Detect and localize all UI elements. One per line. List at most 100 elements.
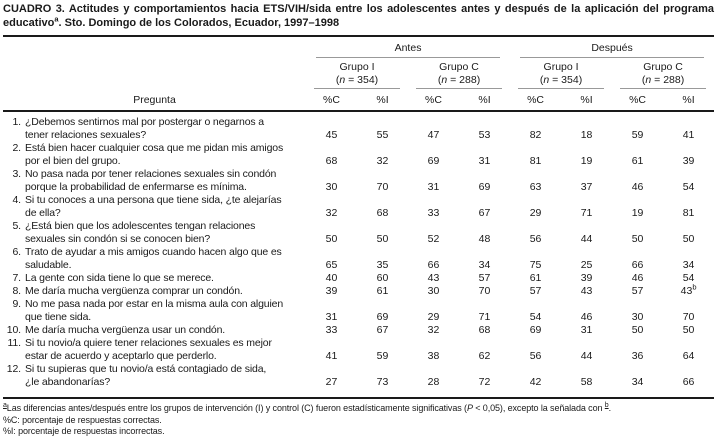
group-name: Grupo C: [439, 61, 479, 73]
group-n: (n = 288): [642, 74, 684, 86]
value-cell: 27: [325, 376, 338, 388]
value-cell: 19: [580, 155, 593, 167]
value-cell: 59: [376, 350, 389, 362]
pregunta-header: Pregunta: [3, 89, 306, 112]
value-cell: 33: [427, 207, 440, 219]
n-open: (: [641, 73, 646, 86]
value-cell: 37: [580, 181, 593, 193]
footnotes: aLas diferencias antes/después entre los…: [3, 402, 714, 438]
question-cell: 8. Me daría mucha vergüenza comprar un co…: [3, 285, 306, 298]
value-cell: 44: [580, 233, 593, 245]
table-header: Antes Después Grupo I (n = 354) Grupo C: [3, 37, 715, 112]
value-cell: 56: [529, 350, 542, 362]
group-antes-i: Grupo I (n = 354): [314, 61, 400, 89]
value-cell: 31: [580, 324, 593, 336]
question-text: ¿Debemos sentirnos mal por postergar o n…: [25, 116, 264, 141]
period-antes-cell: Antes: [306, 37, 510, 58]
question-number: 10.: [6, 324, 21, 336]
question-text: Si tu conoces a una persona que tiene si…: [25, 194, 282, 219]
question-text: Si tu supieras que tu novio/a está conta…: [25, 363, 267, 388]
value-cell: 53: [478, 129, 491, 141]
group-name: Grupo I: [543, 61, 579, 73]
question-cell: 4. Si tu conoces a una persona que tiene …: [3, 194, 306, 220]
question-number: 3.: [12, 168, 21, 180]
footnote-a: aLas diferencias antes/después entre los…: [3, 402, 714, 415]
value-cell: 68: [376, 207, 389, 219]
title-footnote-marker: a: [54, 14, 59, 24]
table-row: 3. No pasa nada por tener relaciones sexu…: [3, 168, 714, 194]
n-open: (: [539, 73, 544, 86]
question-number: 5.: [12, 220, 21, 232]
table-row: 10. Me daría mucha vergüenza usar un cond…: [3, 324, 714, 337]
question-cell: 2. Está bien hacer cualquier cosa que me …: [3, 142, 306, 168]
group-n: (n = 354): [540, 74, 582, 86]
value-cell: 45: [325, 129, 338, 141]
value-cell: 82: [529, 129, 542, 141]
value-cell: 43: [427, 272, 440, 284]
value-cell: 29: [529, 207, 542, 219]
questions-tbody: 1. ¿Debemos sentirnos mal por postergar o…: [3, 111, 714, 394]
question-layout: 2. Está bien hacer cualquier cosa que me …: [3, 142, 306, 168]
value-cell: 69: [376, 311, 389, 323]
table-row: 2. Está bien hacer cualquier cosa que me …: [3, 142, 714, 168]
question-layout: 3. No pasa nada por tener relaciones sexu…: [3, 168, 306, 194]
question-layout: 1. ¿Debemos sentirnos mal por postergar o…: [3, 116, 306, 142]
table-row: 6. Trato de ayudar a mis amigos cuando ha…: [3, 246, 714, 272]
n-open: (: [335, 73, 340, 86]
question-number: 1.: [12, 116, 21, 128]
question-layout: 4. Si tu conoces a una persona que tiene …: [3, 194, 306, 220]
table-title: CUADRO 3. Actitudes y comportamientos ha…: [3, 2, 714, 30]
period-despues-label: Después: [591, 42, 633, 54]
value-cell: 48: [478, 233, 491, 245]
value-cell: 64: [682, 350, 695, 362]
value-cell: 69: [427, 155, 440, 167]
n-var: n: [543, 73, 550, 86]
value-cell: 41: [682, 129, 695, 141]
value-cell: 50: [682, 324, 695, 336]
question-layout: 12. Si tu supieras que tu novio/a está co…: [3, 363, 306, 389]
title-line2-rest: . Sto. Domingo de los Colorados, Ecuador…: [58, 17, 340, 29]
n-value: = 288): [651, 73, 685, 86]
footnote-a-period: .: [608, 403, 612, 413]
value-cell: 42: [529, 376, 542, 388]
table-row: 1. ¿Debemos sentirnos mal por postergar o…: [3, 111, 714, 142]
value-cell: 50: [631, 233, 644, 245]
value-cell: 69: [478, 181, 491, 193]
group-n: (n = 288): [438, 74, 480, 86]
group-header-row: Grupo I (n = 354) Grupo C (n = 288) Grup…: [3, 58, 714, 89]
question-text: Me daría mucha vergüenza comprar un cond…: [25, 285, 243, 297]
value-cell: 66: [427, 259, 440, 271]
n-var: n: [441, 73, 448, 86]
measure-header-pi: %I: [459, 89, 511, 112]
measure-header-pi: %I: [561, 89, 613, 112]
value-cell: 58: [580, 376, 593, 388]
measure-header-pi: %I: [357, 89, 408, 112]
value-cell: 71: [478, 311, 491, 323]
n-open: (: [437, 73, 442, 86]
question-cell: 10. Me daría mucha vergüenza usar un cond…: [3, 324, 306, 337]
value-cell: 69: [529, 324, 542, 336]
table-row: 12. Si tu supieras que tu novio/a está co…: [3, 363, 714, 394]
question-layout: 6. Trato de ayudar a mis amigos cuando ha…: [3, 246, 306, 272]
period-antes-label: Antes: [394, 42, 422, 54]
value-cell: 61: [529, 272, 542, 284]
value-cell: 81: [529, 155, 542, 167]
value-cell: 40: [325, 272, 338, 284]
question-number: 11.: [7, 337, 21, 349]
value-cell: 50: [682, 233, 695, 245]
value-cell: 31: [478, 155, 491, 167]
table-title-line1: CUADRO 3. Actitudes y comportamientos ha…: [3, 3, 714, 15]
measure-header-pc: %C: [612, 89, 664, 112]
question-number: 9.: [12, 298, 21, 310]
question-text: Me daría mucha vergüenza usar un condón.: [25, 324, 226, 336]
value-cell: 54: [529, 311, 542, 323]
measure-header-pc: %C: [306, 89, 357, 112]
value-cell: 41: [325, 350, 338, 362]
question-number: 4.: [12, 194, 21, 206]
value-cell: 66: [682, 376, 695, 388]
value-cell: 39: [580, 272, 593, 284]
value-cell: 32: [376, 155, 389, 167]
value-cell: 61: [376, 285, 389, 297]
value-cell: 44: [580, 350, 593, 362]
